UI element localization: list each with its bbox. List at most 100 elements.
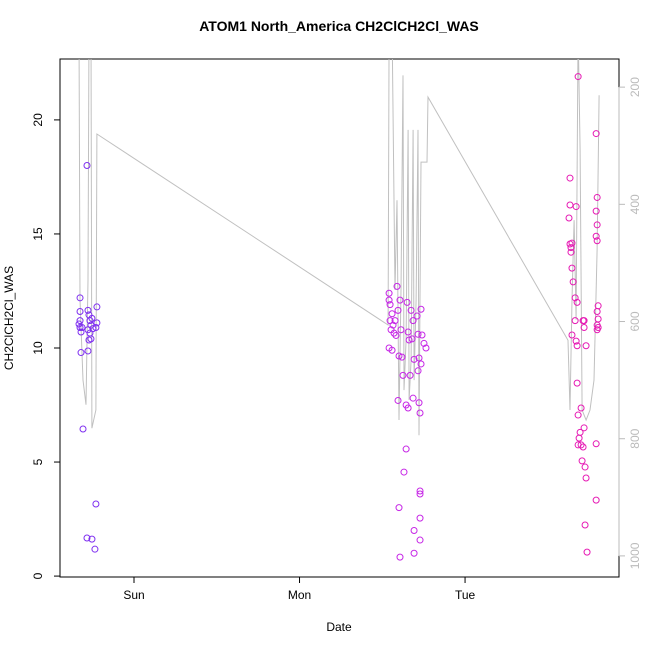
- point: [566, 201, 574, 209]
- y-tick-label: 15: [31, 227, 45, 241]
- point: [579, 443, 587, 451]
- point: [385, 289, 393, 297]
- point: [398, 353, 406, 361]
- point: [416, 487, 424, 495]
- point: [78, 323, 86, 331]
- point: [403, 298, 411, 306]
- point: [573, 298, 581, 306]
- point: [393, 282, 401, 290]
- point: [581, 463, 589, 471]
- point: [409, 317, 417, 325]
- point: [594, 315, 602, 323]
- point: [416, 536, 424, 544]
- y2-tick-label: 800: [628, 428, 642, 448]
- point: [84, 347, 92, 355]
- point: [83, 534, 91, 542]
- point: [416, 514, 424, 522]
- point: [417, 305, 425, 313]
- point: [418, 331, 426, 339]
- point: [395, 352, 403, 360]
- point: [592, 232, 600, 240]
- point: [577, 404, 585, 412]
- point: [91, 545, 99, 553]
- point: [593, 326, 601, 334]
- point: [583, 548, 591, 556]
- point: [410, 355, 418, 363]
- point: [581, 521, 589, 529]
- point: [565, 214, 573, 222]
- point: [410, 549, 418, 557]
- point: [415, 354, 423, 362]
- point: [592, 496, 600, 504]
- point: [566, 174, 574, 182]
- point: [578, 457, 586, 465]
- point: [568, 239, 576, 247]
- point: [582, 342, 590, 350]
- point: [389, 321, 397, 329]
- y-tick-label: 20: [31, 113, 45, 127]
- y2-tick-label: 200: [628, 77, 642, 97]
- point: [394, 396, 402, 404]
- point: [567, 248, 575, 256]
- point: [402, 401, 410, 409]
- point: [577, 441, 585, 449]
- point: [592, 207, 600, 215]
- point: [574, 411, 582, 419]
- y-tick-label: 0: [31, 572, 45, 579]
- point: [417, 360, 425, 368]
- y-tick-label: 5: [31, 458, 45, 465]
- point: [416, 490, 424, 498]
- point: [580, 323, 588, 331]
- point: [388, 310, 396, 318]
- pressure-line: [78, 59, 600, 436]
- point: [593, 221, 601, 229]
- point: [575, 434, 583, 442]
- y2-tick-label: 600: [628, 311, 642, 331]
- line-layer: [78, 59, 600, 436]
- point: [568, 331, 576, 339]
- x-tick-label: Tue: [455, 588, 476, 602]
- point: [404, 328, 412, 336]
- point: [573, 379, 581, 387]
- point: [571, 294, 579, 302]
- point: [592, 130, 600, 138]
- point: [399, 371, 407, 379]
- point: [84, 326, 92, 334]
- chart-title: ATOM1 North_America CH2ClCH2Cl_WAS: [199, 18, 479, 34]
- point: [88, 314, 96, 322]
- point: [92, 323, 100, 331]
- point: [569, 278, 577, 286]
- point: [88, 535, 96, 543]
- x-tick-label: Mon: [288, 588, 311, 602]
- plot-frame: [59, 58, 620, 578]
- point: [407, 306, 415, 314]
- point: [92, 500, 100, 508]
- point: [579, 317, 587, 325]
- point: [402, 445, 410, 453]
- point: [413, 312, 421, 320]
- point: [593, 237, 601, 245]
- point: [83, 162, 91, 170]
- point: [406, 371, 414, 379]
- point: [572, 203, 580, 211]
- point: [84, 306, 92, 314]
- point: [76, 307, 84, 315]
- point: [79, 425, 87, 433]
- point: [388, 346, 396, 354]
- point: [580, 424, 588, 432]
- point: [574, 73, 582, 81]
- point: [567, 244, 575, 252]
- point: [592, 440, 600, 448]
- y-axis-label: CH2ClCH2Cl_WAS: [2, 266, 16, 370]
- point: [416, 409, 424, 417]
- point: [414, 367, 422, 375]
- point: [396, 553, 404, 561]
- point: [76, 294, 84, 302]
- y2-tick-label: 1000: [628, 542, 642, 569]
- y2-tick-label: 400: [628, 194, 642, 214]
- x-tick-label: Sun: [123, 588, 144, 602]
- point: [400, 468, 408, 476]
- point: [415, 399, 423, 407]
- point: [89, 325, 97, 333]
